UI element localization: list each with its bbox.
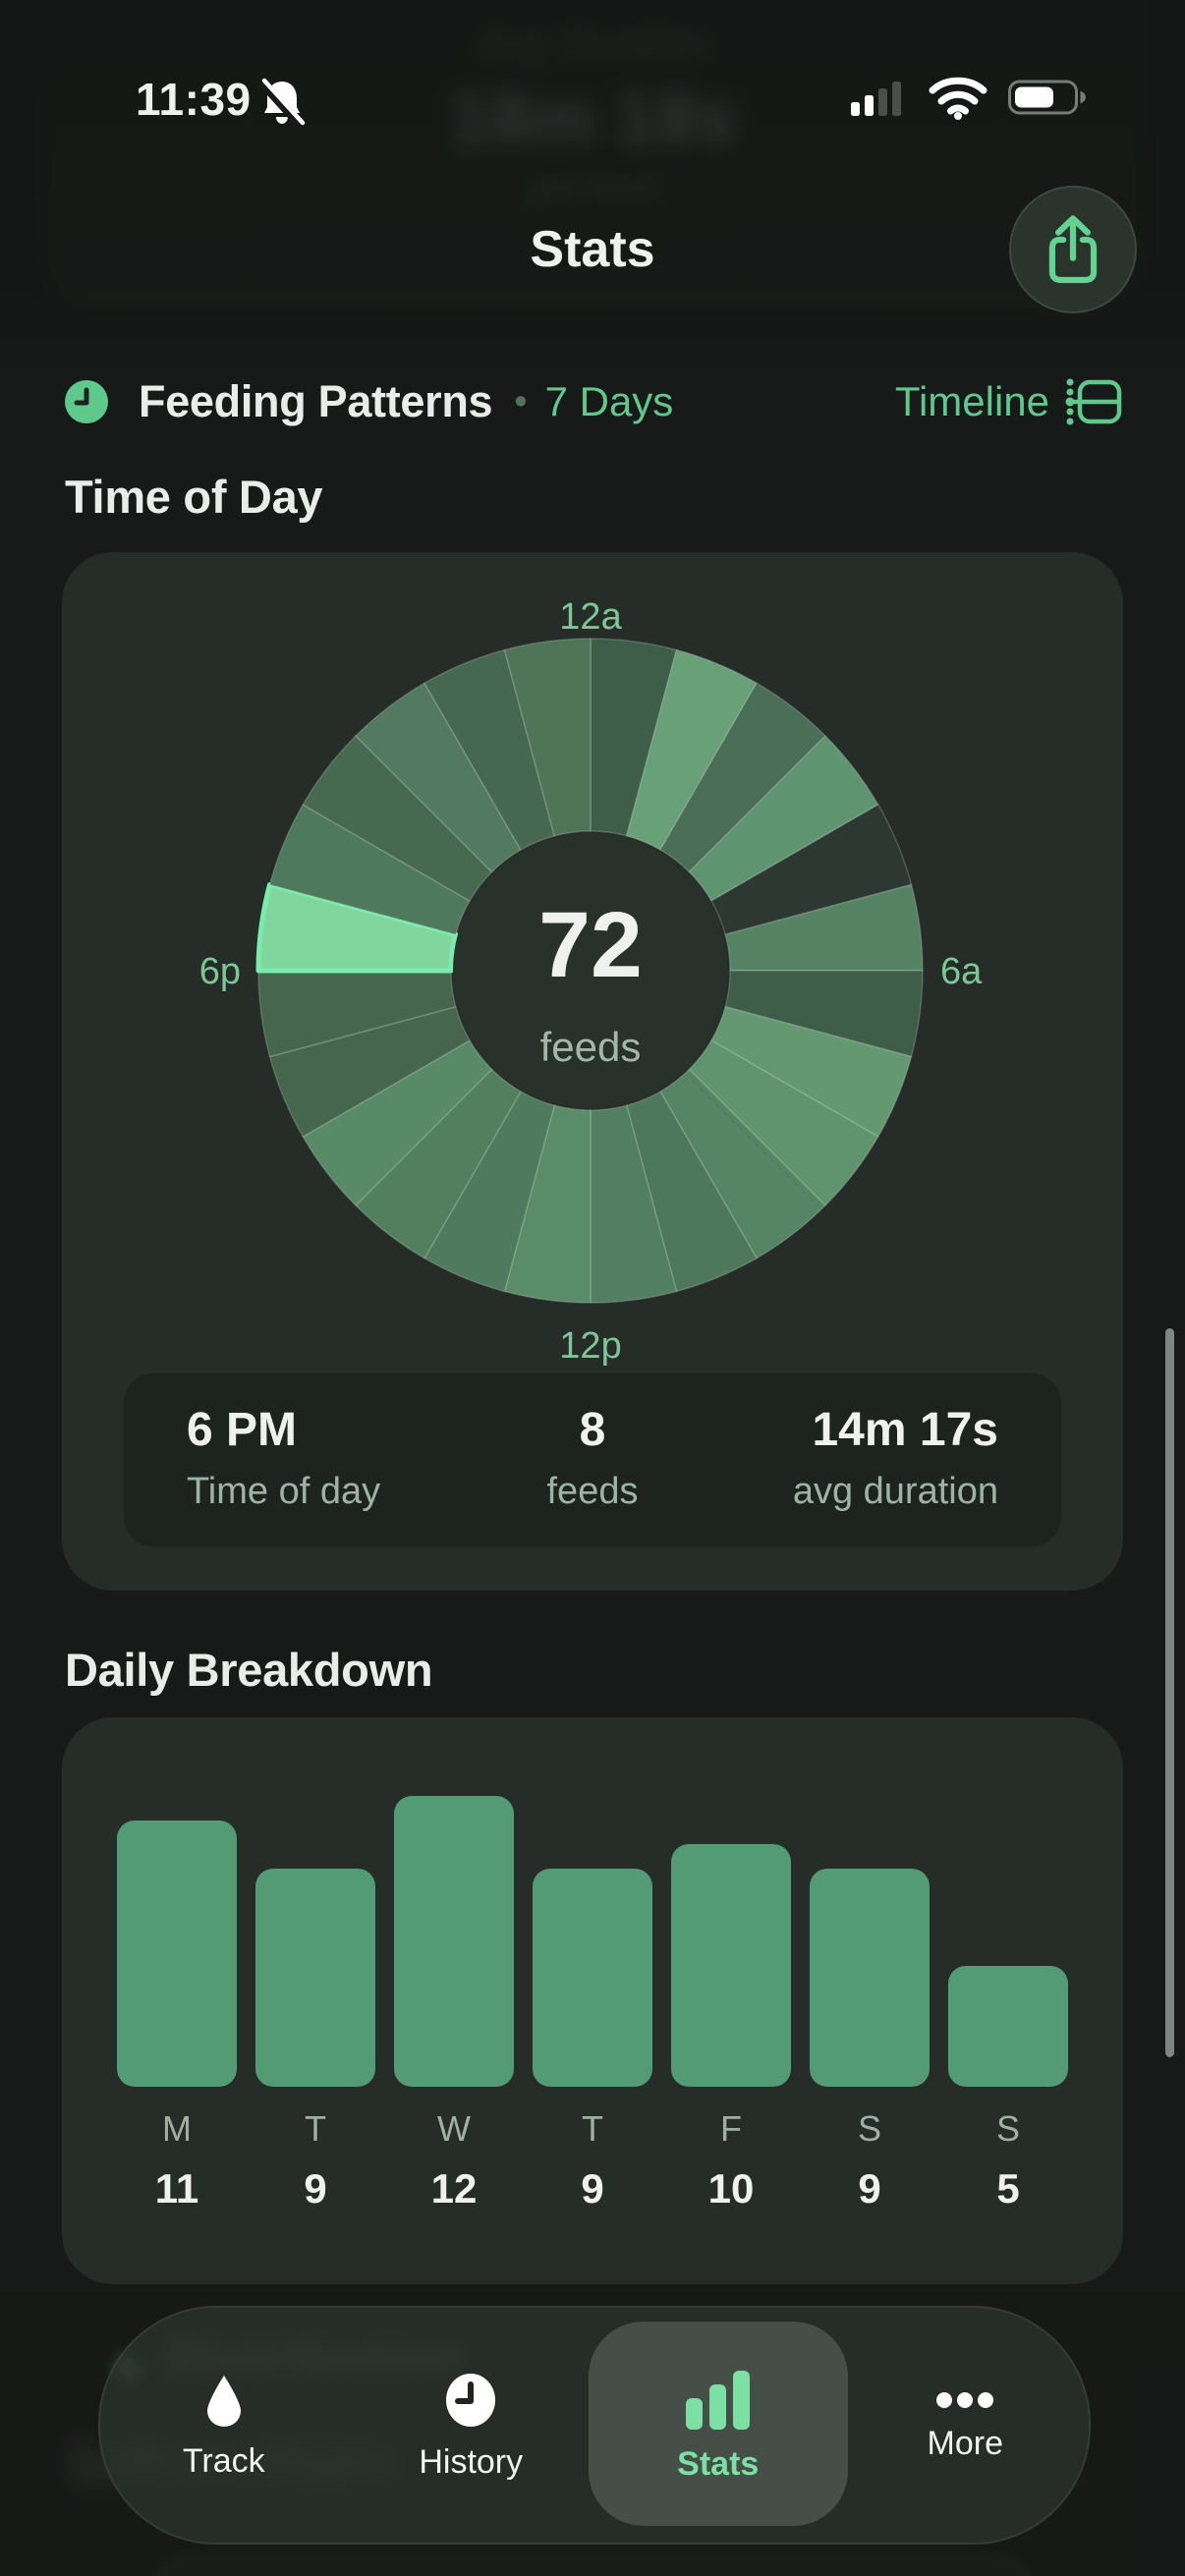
hour-segment-13[interactable] [423, 1090, 556, 1293]
hour-segment-19[interactable] [268, 803, 472, 936]
tab-more[interactable]: More [842, 2308, 1090, 2543]
tab-stats[interactable]: Stats [594, 2308, 842, 2543]
drop-icon [203, 2374, 245, 2427]
bar-value-label: 9 [581, 2165, 604, 2212]
bar-day-label: F [720, 2108, 742, 2149]
clock-icon [64, 379, 109, 424]
daily-breakdown-heading: Daily Breakdown [65, 1644, 433, 1696]
bar-day-label: S [995, 2108, 1020, 2149]
share-icon [1043, 214, 1103, 285]
hour-label-6p: 6p [199, 951, 241, 992]
tab-stats-label: Stats [677, 2445, 760, 2483]
page-title: Stats [530, 221, 655, 278]
bar-value-label: 12 [430, 2165, 478, 2212]
bar-day-label: S [857, 2108, 881, 2149]
bar-day-label: W [437, 2108, 471, 2149]
share-button[interactable] [1009, 186, 1137, 313]
battery-icon [1008, 78, 1091, 117]
ellipsis-icon [935, 2391, 994, 2409]
tab-history[interactable]: History [348, 2308, 595, 2543]
bar-5 [810, 1869, 930, 2087]
hour-segment-16[interactable] [268, 1005, 472, 1139]
daily-bar-chart: M 11 T 9 W 12 T 9 F 10 S 9 S 5 [117, 1796, 1068, 2212]
status-time: 11:39 [136, 74, 252, 125]
selected-time-label: Time of day [187, 1471, 381, 1512]
time-of-day-heading: Time of Day [65, 471, 323, 523]
total-feeds-value: 72 [538, 893, 643, 997]
bar-value-label: 11 [154, 2165, 199, 2212]
hour-segment-1[interactable] [625, 648, 759, 852]
hour-label-6a: 6a [940, 951, 983, 992]
bell-slash-icon [255, 75, 309, 132]
daily-breakdown-card: M 11 T 9 W 12 T 9 F 10 S 9 S 5 [62, 1717, 1123, 2284]
hour-segment-6[interactable] [724, 970, 924, 1058]
selected-duration-label: avg duration [792, 1471, 998, 1512]
timeline-link[interactable]: Timeline [894, 378, 1049, 424]
bar-1 [255, 1869, 375, 2087]
bar-value-label: 9 [304, 2165, 327, 2212]
hour-label-12a: 12a [559, 596, 622, 638]
bar-column-M-0: M 11 [117, 1796, 237, 2212]
selected-hour-stats-row: 6 PM Time of day 8 feeds 14m 17s avg dur… [124, 1373, 1061, 1546]
tab-track-label: Track [182, 2442, 265, 2480]
section-range-7-days[interactable]: 7 Days [544, 378, 674, 424]
bar-value-label: 9 [858, 2165, 881, 2212]
tab-bar: Track History Stats [98, 2306, 1091, 2545]
bar-column-F-4: F 10 [671, 1796, 791, 2212]
blurred-bottom-card [147, 2552, 1038, 2576]
section-separator: • [514, 380, 528, 422]
bar-6 [948, 1966, 1068, 2087]
hour-segment-12[interactable] [503, 1104, 592, 1304]
tab-history-label: History [419, 2443, 524, 2481]
hour-segment-18[interactable] [255, 882, 459, 974]
hour-segment-4[interactable] [709, 803, 913, 936]
feeding-patterns-header: Feeding Patterns • 7 Days Timeline [64, 375, 1122, 428]
bar-value-label: 10 [707, 2165, 755, 2212]
hour-segment-7[interactable] [709, 1005, 913, 1139]
time-of-day-card: 72 feeds 12a 6a 12p 6p 6 PM Time of day 8 fee… [62, 552, 1123, 1591]
top-scrim [0, 0, 1185, 393]
bar-value-label: 5 [996, 2165, 1020, 2212]
tab-track[interactable]: Track [100, 2308, 348, 2543]
bar-column-W-2: W 12 [394, 1796, 514, 2212]
hour-segment-23[interactable] [503, 638, 592, 837]
bar-day-label: T [582, 2108, 603, 2149]
history-clock-icon [443, 2373, 498, 2428]
selected-feeds-value: 8 [579, 1404, 606, 1456]
bar-4 [671, 1844, 791, 2087]
bar-day-label: M [162, 2108, 192, 2149]
bar-day-label: T [305, 2108, 326, 2149]
selected-time-value: 6 PM [187, 1404, 298, 1456]
tab-more-label: More [927, 2425, 1003, 2462]
hour-segment-15[interactable] [302, 1038, 493, 1207]
hour-segment-10[interactable] [625, 1090, 759, 1293]
hour-segment-9[interactable] [658, 1068, 827, 1260]
section-title: Feeding Patterns [139, 376, 493, 426]
hour-segment-3[interactable] [688, 734, 879, 903]
hour-segment-22[interactable] [423, 648, 556, 852]
donut-center [453, 833, 728, 1108]
bar-chart-icon [685, 2371, 751, 2430]
selected-duration-value: 14m 17s [812, 1404, 998, 1456]
selected-feeds-label: feeds [546, 1471, 639, 1512]
timeline-icon[interactable] [1065, 375, 1122, 428]
bar-3 [533, 1869, 652, 2087]
bar-0 [117, 1820, 237, 2087]
bar-2 [394, 1796, 514, 2087]
cellular-signal-icon [851, 79, 908, 116]
total-feeds-label: feeds [540, 1024, 642, 1070]
hourly-radial-chart[interactable]: 72 feeds 12a 6a 12p 6p [62, 552, 1123, 1368]
hour-segment-21[interactable] [354, 682, 523, 873]
scrollbar-thumb[interactable] [1165, 1328, 1174, 2057]
hour-label-12p: 12p [559, 1325, 621, 1367]
status-right-cluster [851, 73, 1091, 122]
wifi-icon [928, 75, 988, 120]
